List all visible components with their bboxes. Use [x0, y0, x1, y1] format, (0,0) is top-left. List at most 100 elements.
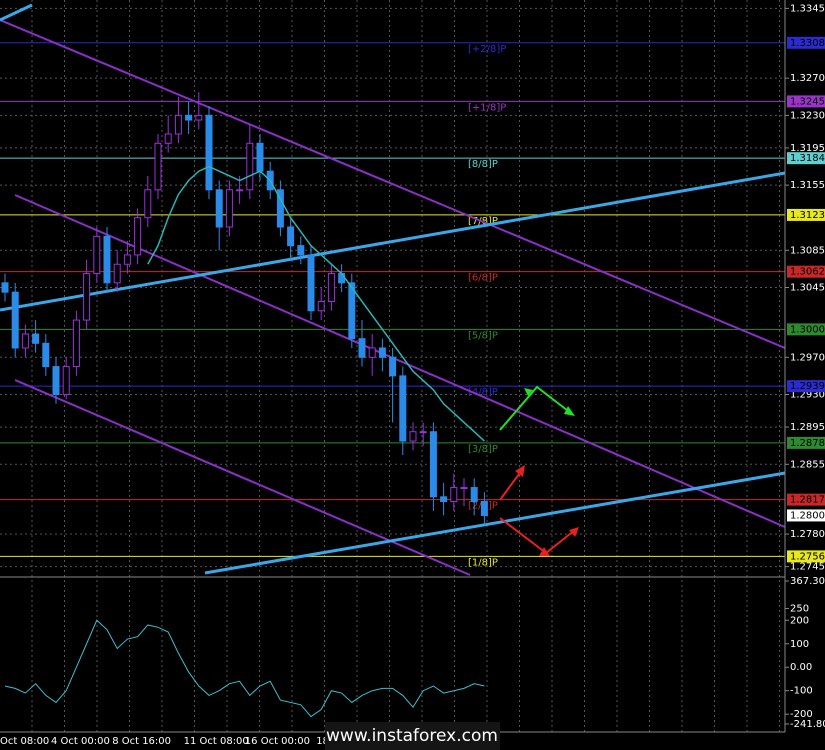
level-price: 1.3245 — [790, 96, 825, 107]
level-price-box — [787, 380, 825, 393]
candle-body — [297, 245, 305, 256]
level-price: 1.2939 — [790, 381, 825, 392]
level-price: 1.3000 — [790, 324, 825, 335]
candle-body — [174, 114, 182, 135]
candle-body — [185, 114, 193, 121]
level-price: 1.3123 — [790, 210, 825, 221]
y-tick-label: 1.3270 — [790, 73, 825, 84]
candle-body — [368, 347, 376, 358]
candle-body — [348, 282, 356, 340]
indicator-tick-label: 367.3047 — [790, 576, 825, 587]
candle-body — [215, 189, 223, 228]
candle-body — [440, 496, 448, 502]
candle-body — [93, 235, 101, 275]
candle-body — [429, 431, 437, 498]
candle-body — [72, 319, 80, 368]
trend-line — [0, 3, 33, 22]
trend-lines — [0, 3, 786, 576]
watermark-box — [325, 722, 500, 750]
level-label: [1/8]P — [468, 557, 498, 568]
indicator-tick-label: -241.808 — [790, 719, 825, 730]
candle-body — [123, 254, 131, 265]
arrow-head — [569, 527, 579, 537]
candle-body — [21, 333, 29, 349]
level-label: [3/8]P — [468, 444, 498, 455]
candle-body — [134, 217, 142, 256]
candles — [1, 92, 488, 525]
candle-body — [1, 282, 9, 293]
level-label: [+1/8]P — [468, 102, 506, 113]
candle-body — [327, 273, 335, 302]
arrow — [499, 385, 573, 431]
y-tick-label: 1.2745 — [790, 562, 825, 573]
candle-body — [378, 347, 386, 358]
x-tick-label: 11 Oct 08:00 — [184, 736, 249, 747]
level-price-box — [787, 208, 825, 221]
arrow-head — [539, 547, 550, 556]
candle-body — [42, 342, 50, 368]
indicator-tick-label: 0.00 — [790, 662, 812, 673]
candle-body — [287, 226, 295, 247]
x-tick-label: 8 Oct 16:00 — [112, 736, 171, 747]
arrow-head — [515, 465, 525, 477]
candle-body — [480, 500, 488, 516]
y-tick-label: 1.2855 — [790, 459, 825, 470]
level-price-box — [787, 323, 825, 336]
y-tick-label: 1.3230 — [790, 110, 825, 121]
level-price-box — [787, 436, 825, 449]
forecast-arrows — [499, 385, 579, 556]
indicator-tick-label: 100 — [790, 639, 809, 650]
candle-body — [103, 235, 111, 284]
indicator-panel — [4, 619, 485, 718]
candle-body — [11, 291, 19, 349]
level-price-box — [787, 550, 825, 563]
channel-line — [0, 19, 786, 349]
level-price: 1.3184 — [790, 153, 825, 164]
level-price-box — [787, 265, 825, 278]
level-price: 1.2817 — [790, 495, 825, 506]
indicator-tick-label: -100 — [790, 686, 813, 697]
y-tick-label: 1.2895 — [790, 422, 825, 433]
candle-body — [409, 431, 417, 442]
candle-body — [358, 338, 366, 358]
y-tick-label: 1.3155 — [790, 180, 825, 191]
y-tick-label: 1.2970 — [790, 352, 825, 363]
candle-body — [205, 114, 213, 191]
candle-body — [307, 254, 315, 312]
channel-line — [14, 379, 471, 576]
candle-body — [195, 114, 203, 121]
candle-body — [450, 487, 458, 502]
y-tick-label: 1.3195 — [790, 143, 825, 154]
candle-body — [246, 142, 254, 191]
indicator-line — [4, 619, 485, 718]
y-tick-label: 1.3045 — [790, 283, 825, 294]
candle-body — [338, 273, 346, 284]
level-price-box — [787, 493, 825, 506]
candle-body — [83, 273, 91, 321]
level-label: [4/8]P — [468, 387, 498, 398]
candle-body — [62, 366, 70, 395]
level-price-box — [787, 152, 825, 165]
candle-body — [256, 142, 264, 172]
level-label: [6/8]P — [468, 273, 498, 284]
candle-body — [52, 366, 60, 395]
indicator-tick-label: 200 — [790, 615, 809, 626]
trend-line — [204, 471, 786, 575]
candle-body — [236, 189, 244, 192]
candle-body — [389, 356, 397, 377]
candle-body — [164, 133, 172, 144]
candle-body — [154, 142, 162, 191]
level-label: [+2/8]P — [468, 44, 506, 55]
level-price-box — [787, 36, 825, 49]
candle-body — [225, 189, 233, 228]
candle-body — [470, 487, 478, 502]
last-price-box — [787, 509, 825, 522]
arrow-head — [564, 406, 575, 416]
moving-average — [147, 165, 485, 442]
watermark: www.instaforex.com — [326, 726, 498, 746]
candle-body — [113, 263, 121, 284]
level-price: 1.3308 — [790, 38, 825, 49]
arrow-head — [524, 388, 533, 396]
